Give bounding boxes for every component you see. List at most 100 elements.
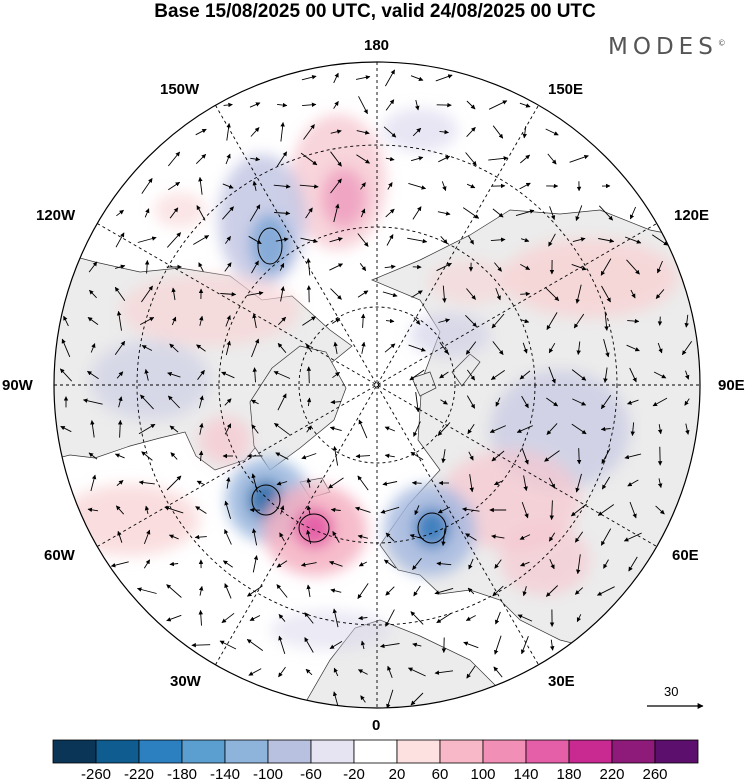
wind-arrow — [549, 206, 556, 221]
anomaly-positive — [502, 238, 678, 318]
wind-arrow — [222, 206, 234, 220]
wind-arrow — [466, 665, 476, 679]
wind-arrow — [657, 478, 663, 489]
wind-arrow — [249, 615, 261, 621]
wind-arrow — [408, 344, 426, 352]
wind-arrow — [466, 183, 476, 189]
wind-arrow — [544, 450, 560, 462]
wind-arrow — [466, 369, 476, 381]
wind-arrow — [468, 558, 474, 570]
wind-arrow — [436, 262, 452, 272]
wind-arrow — [413, 585, 421, 597]
colorbar-label: -20 — [343, 766, 365, 783]
wind-arrow — [141, 451, 153, 461]
wind-arrow — [546, 423, 558, 435]
wind-arrow — [141, 285, 153, 303]
wind-arrow — [276, 560, 288, 568]
graticule — [54, 62, 700, 708]
lon-label-90w: 90W — [2, 377, 33, 394]
wind-arrow — [225, 153, 231, 165]
wind-arrow — [136, 587, 157, 594]
wind-arrow — [627, 399, 639, 405]
wind-arrow — [522, 342, 528, 354]
colorbar-swatch — [138, 739, 183, 764]
wind-arrow — [598, 205, 614, 221]
wind-arrow — [548, 233, 556, 247]
wind-arrow — [194, 534, 207, 540]
wind-arrow — [332, 371, 340, 379]
wind-arrow — [306, 505, 312, 515]
wind-arrow — [355, 506, 371, 513]
wind-arrow — [519, 102, 531, 108]
wind-arrow — [491, 534, 505, 539]
wind-arrow — [356, 75, 371, 80]
wind-arrow — [407, 667, 426, 677]
wind-arrow — [466, 100, 476, 110]
wind-arrow — [574, 587, 584, 595]
wind-arrow — [411, 480, 422, 486]
wind-arrow — [410, 692, 424, 706]
colorbar-swatch — [439, 739, 484, 764]
wind-arrow — [140, 394, 154, 410]
wind-arrow — [223, 102, 233, 108]
wind-arrow — [575, 473, 582, 493]
wind-arrow — [251, 399, 259, 405]
wind-arrow — [576, 554, 581, 575]
wind-arrow — [138, 480, 155, 485]
wind-arrow — [305, 668, 313, 676]
wind-arrow — [251, 473, 258, 493]
wind-arrow — [330, 399, 342, 405]
wind-arrow — [357, 290, 369, 298]
wind-arrow — [383, 126, 397, 138]
wind-arrow — [169, 425, 179, 433]
wind-arrow — [520, 291, 531, 297]
wind-arrow — [333, 667, 339, 677]
wind-arrow — [333, 203, 340, 223]
wind-arrow — [571, 423, 587, 435]
wind-arrow — [601, 285, 611, 303]
wind-arrow — [413, 421, 421, 437]
wind-arrow — [600, 528, 612, 546]
wind-arrow — [385, 318, 395, 324]
wind-arrow — [491, 450, 505, 462]
wind-arrow — [274, 422, 290, 436]
lon-label-150w: 150W — [160, 81, 200, 98]
wind-arrow — [63, 315, 69, 327]
wind-arrow — [360, 182, 366, 190]
wind-arrow — [278, 666, 286, 678]
wind-arrow — [383, 559, 396, 569]
wind-arrow — [468, 451, 474, 461]
wind-arrow — [222, 183, 234, 189]
anomaly-negative — [270, 610, 390, 650]
wind-arrow — [196, 344, 206, 352]
wind-arrow — [198, 609, 204, 626]
wind-arrow — [87, 370, 99, 380]
colorbar-swatch — [482, 739, 527, 764]
wind-arrow — [357, 475, 369, 491]
map-disc — [54, 62, 700, 708]
wind-arrow — [549, 639, 555, 651]
wind-arrow — [408, 182, 427, 190]
wind-arrow — [280, 286, 285, 302]
wind-arrow — [466, 395, 476, 409]
wind-arrow — [384, 343, 396, 353]
wind-arrow — [300, 152, 318, 166]
wind-arrow — [493, 480, 502, 486]
wind-arrow — [597, 504, 615, 516]
wind-arrow — [141, 178, 153, 194]
wind-arrow — [624, 453, 642, 460]
wind-arrow — [195, 506, 207, 514]
wind-arrow — [467, 423, 475, 435]
wind-arrow — [495, 287, 501, 301]
wind-arrow — [656, 260, 663, 274]
wind-arrow — [626, 259, 640, 275]
wind-arrow — [360, 208, 366, 218]
wind-arrow — [385, 609, 395, 627]
colorbar-swatch — [568, 739, 613, 764]
wind-arrow — [412, 127, 422, 137]
page-title: Base 15/08/2025 00 UTC, valid 24/08/2025… — [154, 1, 596, 22]
wind-arrow — [436, 612, 452, 624]
wind-arrow — [355, 453, 371, 459]
wind-arrow — [196, 480, 206, 486]
wind-arrow — [407, 237, 428, 244]
